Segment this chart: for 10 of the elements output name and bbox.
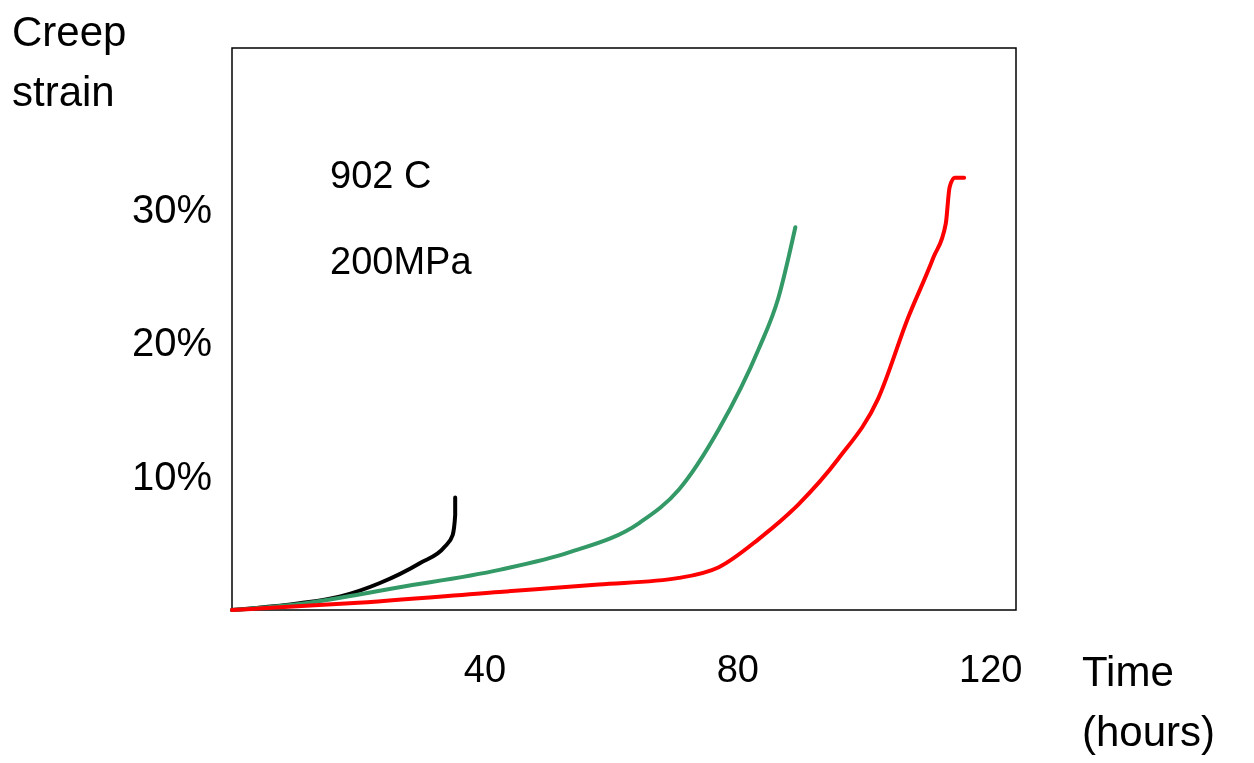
y-tick-label: 20% xyxy=(131,320,212,365)
annotation: 902 C xyxy=(330,154,432,196)
annotation: 200MPa xyxy=(330,240,473,282)
y-tick-label: 10% xyxy=(131,454,212,499)
x-tick-label: 80 xyxy=(716,648,759,690)
y-axis-title: Creep strain xyxy=(12,8,127,115)
x-axis-title: Time (hours) xyxy=(1082,648,1216,755)
x-tick-label: 40 xyxy=(463,648,507,690)
x-tick-label: 120 xyxy=(959,648,1023,690)
y-tick-label: 30% xyxy=(131,186,212,231)
